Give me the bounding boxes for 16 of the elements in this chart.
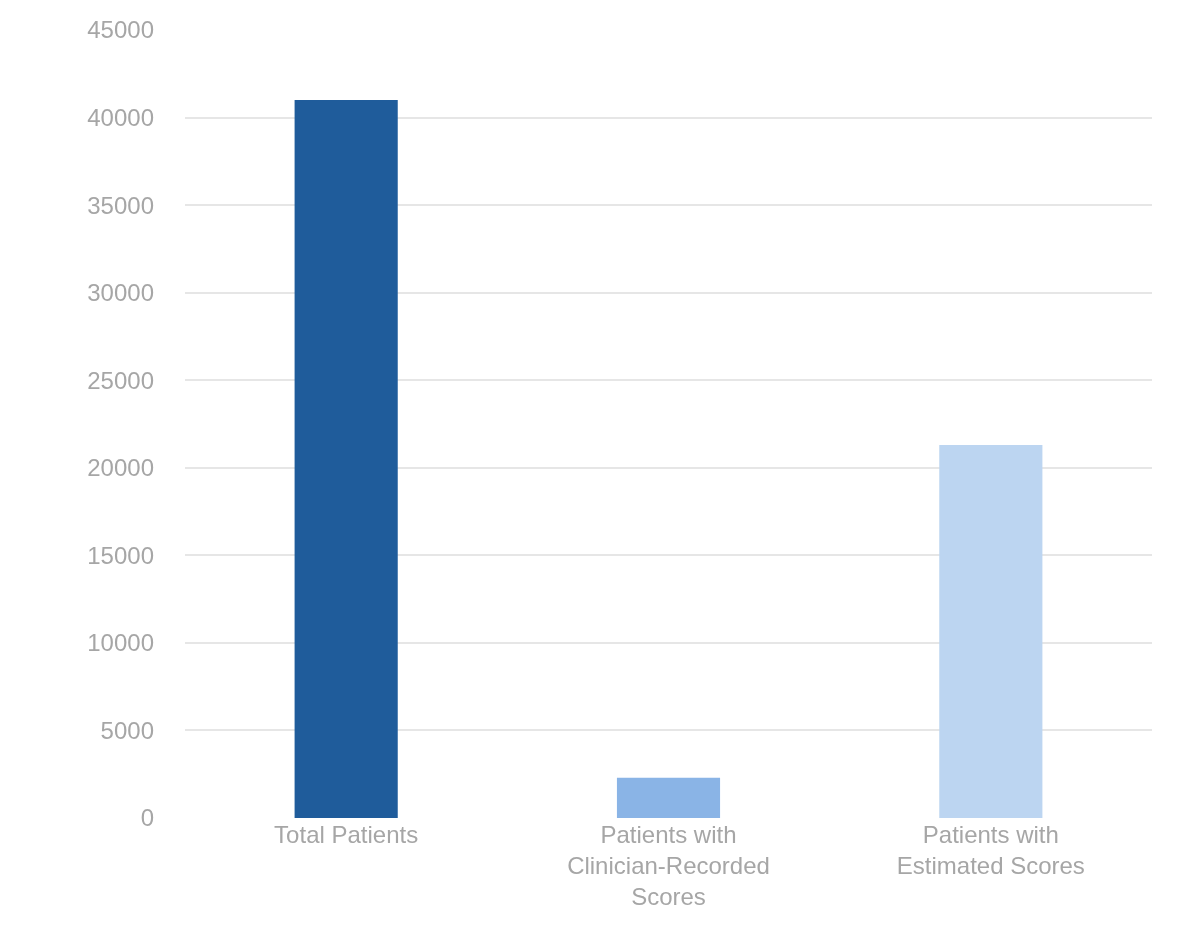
- x-tick-label: Patients with Estimated Scores: [896, 821, 1085, 880]
- bar: [939, 445, 1043, 818]
- y-tick-label: 30000: [87, 279, 154, 307]
- bar: [294, 100, 398, 818]
- y-tick-label: 5000: [100, 716, 154, 744]
- y-tick-label: 35000: [87, 191, 154, 219]
- y-tick-label: 45000: [87, 16, 154, 44]
- y-tick-label: 15000: [87, 541, 154, 569]
- bar: [616, 777, 721, 818]
- y-tick-label: 10000: [87, 629, 154, 657]
- y-tick-label: 40000: [87, 103, 154, 131]
- y-tick-label: 25000: [87, 366, 154, 394]
- x-tick-label: Patients with Clinician-Recorded Scores: [567, 821, 770, 911]
- y-tick-label: 20000: [87, 454, 154, 482]
- x-tick-label: Total Patients: [274, 821, 419, 848]
- y-tick-label: 0: [140, 804, 154, 832]
